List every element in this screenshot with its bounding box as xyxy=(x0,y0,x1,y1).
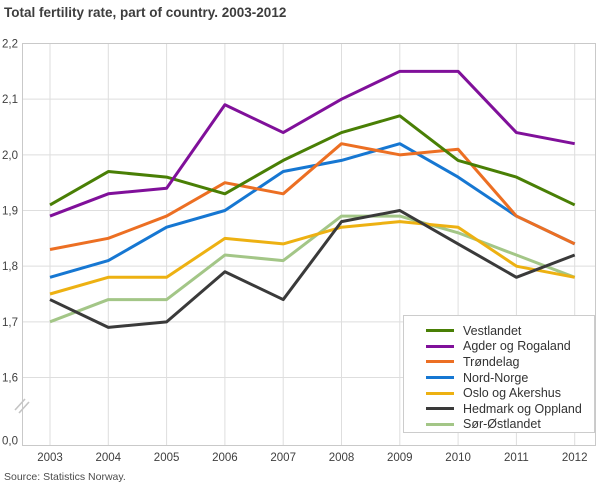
x-tick-label: 2005 xyxy=(154,452,180,464)
x-tick-label: 2009 xyxy=(387,452,413,464)
legend-label: Oslo og Akershus xyxy=(463,386,561,401)
y-tick-label: 2,1 xyxy=(2,94,18,106)
x-tick-label: 2011 xyxy=(504,452,529,464)
legend-swatch-icon xyxy=(426,422,454,426)
series-line-vestlandet xyxy=(49,114,576,207)
legend-item-nord-norge: Nord-Norge xyxy=(426,370,594,386)
legend-item-oslo-og-akershus: Oslo og Akershus xyxy=(426,385,594,401)
series-line-s-r-stlandet xyxy=(49,214,576,324)
axis-break-icon xyxy=(14,398,26,411)
legend-label: Hedmark og Oppland xyxy=(463,401,582,416)
plot-border xyxy=(22,43,596,446)
legend-swatch-icon xyxy=(426,376,454,380)
y-tick-label: 1,7 xyxy=(2,317,18,329)
x-tick-label: 2007 xyxy=(270,452,296,464)
legend-item-s-r-stlandet: Sør-Østlandet xyxy=(426,417,594,433)
legend-swatch-icon xyxy=(426,329,454,333)
legend-label: Trøndelag xyxy=(463,354,520,369)
series-line-hedmark-og-oppland xyxy=(49,209,576,329)
series-line-agder-og-rogaland xyxy=(49,69,575,218)
legend-label: Vestlandet xyxy=(463,323,522,338)
y-tick-label: 1,6 xyxy=(2,373,18,385)
legend-swatch-icon xyxy=(426,391,454,395)
y-tick-label: 1,9 xyxy=(2,206,18,218)
x-tick-label: 2004 xyxy=(96,452,122,464)
legend-swatch-icon xyxy=(426,407,454,411)
y-bottom-label: 0,0 xyxy=(2,436,18,448)
series-line-nord-norge xyxy=(49,142,576,279)
x-tick-label: 2006 xyxy=(212,452,238,464)
legend-label: Sør-Østlandet xyxy=(463,417,541,432)
x-tick-label: 2003 xyxy=(37,452,63,464)
x-tick-label: 2010 xyxy=(445,452,471,464)
y-tick-label: 2,0 xyxy=(2,150,18,162)
series-line-oslo-og-akershus xyxy=(49,220,575,296)
legend-swatch-icon xyxy=(426,344,454,348)
legend-swatch-icon xyxy=(426,360,454,364)
legend-item-tr-ndelag: Trøndelag xyxy=(426,354,594,370)
legend-item-vestlandet: Vestlandet xyxy=(426,323,594,339)
y-tick-label: 1,8 xyxy=(2,261,18,273)
legend-label: Agder og Rogaland xyxy=(463,339,571,354)
series-line-tr-ndelag xyxy=(49,142,576,251)
legend-label: Nord-Norge xyxy=(463,370,529,385)
x-tick-label: 2008 xyxy=(329,452,355,464)
source-note: Source: Statistics Norway. xyxy=(4,471,126,483)
chart-title: Total fertility rate, part of country. 2… xyxy=(4,5,287,20)
legend-item-hedmark-og-oppland: Hedmark og Oppland xyxy=(426,401,594,417)
y-tick-label: 2,2 xyxy=(2,39,18,51)
legend-item-agder-og-rogaland: Agder og Rogaland xyxy=(426,339,594,355)
x-tick-label: 2012 xyxy=(562,452,588,464)
axis-break-icon xyxy=(18,401,30,414)
legend: Vestlandet Agder og Rogaland Trøndelag Nord… xyxy=(403,315,595,433)
